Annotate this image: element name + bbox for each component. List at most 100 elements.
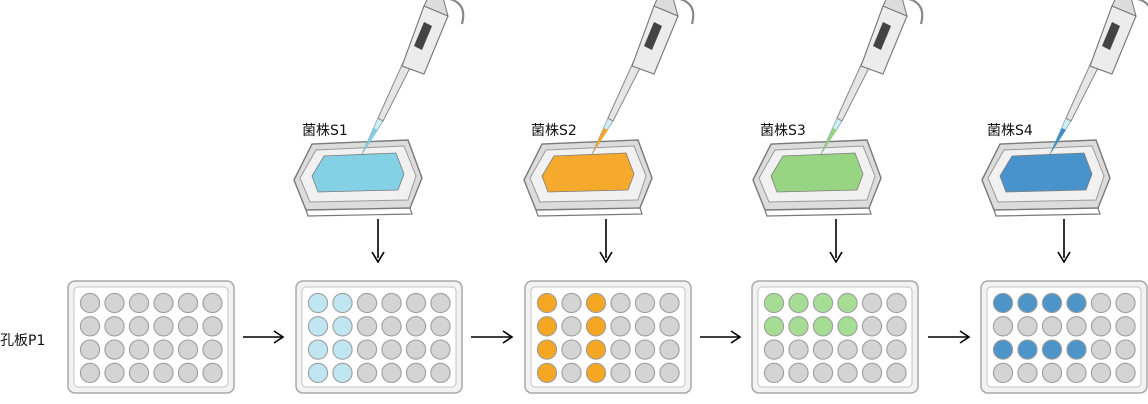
empty-well — [992, 362, 1014, 384]
filled-well — [332, 362, 353, 384]
empty-well — [177, 292, 199, 314]
empty-well — [430, 292, 451, 314]
right-arrow-head — [959, 330, 971, 344]
empty-well — [659, 339, 680, 360]
pipette-grip — [423, 0, 449, 17]
filled-well — [837, 292, 858, 314]
well-plate — [67, 280, 235, 394]
empty-well — [153, 339, 174, 360]
right-arrow-head — [273, 330, 285, 344]
empty-well — [1041, 316, 1063, 337]
empty-well — [405, 339, 427, 360]
empty-well — [381, 339, 402, 360]
pipette-tip-liquid — [592, 128, 608, 154]
empty-well — [610, 316, 631, 337]
empty-well — [381, 292, 402, 314]
empty-well — [634, 362, 656, 384]
pipette-grip — [1111, 0, 1137, 17]
empty-well — [886, 362, 907, 384]
empty-well — [128, 339, 150, 360]
empty-well — [356, 339, 378, 360]
right-arrow — [471, 330, 514, 344]
empty-well — [837, 362, 858, 384]
reagent-trough — [293, 139, 423, 217]
empty-well — [177, 362, 199, 384]
empty-well — [610, 362, 631, 384]
empty-well — [992, 316, 1014, 337]
right-arrow — [928, 330, 971, 344]
filled-well — [332, 339, 353, 360]
empty-well — [128, 292, 150, 314]
pipette — [591, 0, 695, 155]
trough-liquid — [311, 152, 405, 193]
pipette-hook — [1137, 0, 1148, 8]
empty-well — [1041, 362, 1063, 384]
pipette-tip-liquid — [821, 128, 837, 154]
empty-well — [1115, 292, 1136, 314]
pipette-hook — [679, 0, 695, 25]
trough-base — [535, 207, 643, 217]
empty-well — [610, 339, 631, 360]
trough-base — [993, 207, 1101, 217]
right-arrow — [700, 330, 742, 344]
down-arrow — [599, 219, 613, 264]
trough-liquid — [541, 152, 635, 193]
filled-well — [992, 339, 1014, 360]
empty-well — [430, 316, 451, 337]
pipette-display — [644, 22, 662, 50]
empty-well — [79, 362, 101, 384]
filled-well — [585, 292, 607, 314]
filled-well — [812, 292, 834, 314]
empty-well — [561, 316, 582, 337]
filled-well — [536, 316, 558, 337]
empty-well — [561, 292, 582, 314]
empty-well — [1066, 316, 1087, 337]
empty-well — [659, 316, 680, 337]
empty-well — [886, 292, 907, 314]
strain-label-s2: 菌株S2 — [531, 123, 577, 139]
empty-well — [128, 316, 150, 337]
empty-well — [177, 316, 199, 337]
empty-well — [405, 292, 427, 314]
empty-well — [812, 339, 834, 360]
pipette-hook — [908, 0, 924, 25]
empty-well — [177, 339, 199, 360]
empty-well — [381, 362, 402, 384]
empty-well — [1090, 362, 1112, 384]
filled-well — [585, 316, 607, 337]
filled-well — [812, 316, 834, 337]
empty-well — [104, 362, 125, 384]
pipette-display — [414, 22, 432, 50]
filled-well — [837, 316, 858, 337]
empty-well — [79, 316, 101, 337]
filled-well — [536, 292, 558, 314]
filled-well — [307, 362, 329, 384]
empty-well — [430, 362, 451, 384]
empty-well — [202, 339, 223, 360]
empty-well — [1066, 362, 1087, 384]
empty-well — [79, 339, 101, 360]
empty-well — [1017, 362, 1038, 384]
filled-well — [585, 339, 607, 360]
pipette — [361, 0, 465, 155]
empty-well — [153, 316, 174, 337]
filled-well — [1041, 292, 1063, 314]
empty-well — [430, 339, 451, 360]
empty-well — [1115, 362, 1136, 384]
empty-well — [381, 316, 402, 337]
empty-well — [861, 292, 883, 314]
well-plate — [751, 280, 919, 394]
empty-well — [861, 339, 883, 360]
filled-well — [536, 339, 558, 360]
trough-liquid — [999, 152, 1093, 193]
empty-well — [1090, 292, 1112, 314]
empty-well — [79, 292, 101, 314]
filled-well — [763, 316, 785, 337]
reagent-trough — [981, 139, 1111, 217]
filled-well — [536, 362, 558, 384]
strain-label-s3: 菌株S3 — [760, 123, 806, 139]
empty-well — [561, 362, 582, 384]
filled-well — [1017, 292, 1038, 314]
empty-well — [1115, 316, 1136, 337]
pipette-display — [1102, 22, 1120, 50]
